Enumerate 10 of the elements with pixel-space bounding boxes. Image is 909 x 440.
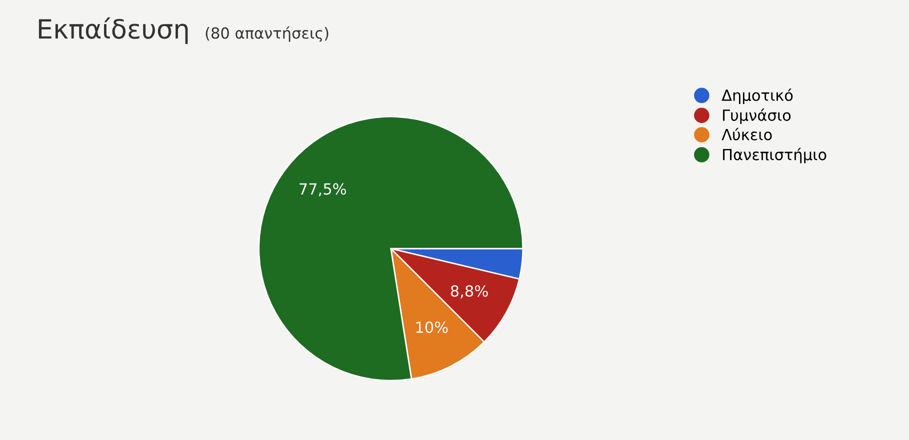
chart-subtitle: (80 απαντήσεις) [206,26,328,42]
legend-label: Δημοτικό [722,88,793,104]
chart-title: Εκπαίδευση [38,17,188,44]
legend-label: Πανεπιστήμιο [723,148,826,164]
legend-label: Γυμνάσιο [723,108,791,124]
data-label: 8,8% [450,285,488,298]
pie-slice [258,116,524,382]
legend-label: Λύκειο [722,128,772,140]
data-label: 10% [416,321,448,334]
data-label: 77,5% [300,183,346,196]
